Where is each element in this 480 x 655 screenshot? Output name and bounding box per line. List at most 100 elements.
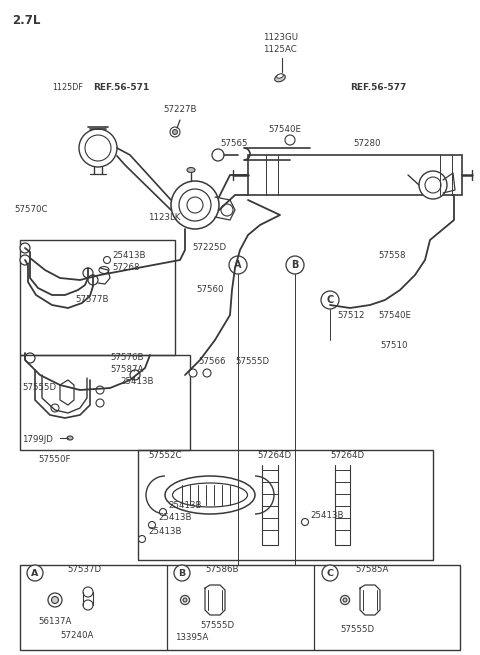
Text: 57225D: 57225D: [192, 244, 226, 252]
Text: 57537D: 57537D: [67, 565, 101, 574]
Text: 57540E: 57540E: [378, 312, 411, 320]
Circle shape: [322, 565, 338, 581]
Text: 57576B: 57576B: [110, 354, 144, 362]
Text: 57510: 57510: [380, 341, 408, 350]
Text: 57586B: 57586B: [205, 565, 239, 574]
Ellipse shape: [172, 483, 248, 507]
Text: 57555D: 57555D: [22, 383, 56, 392]
Text: B: B: [291, 260, 299, 270]
Circle shape: [172, 130, 178, 134]
Text: 25413B: 25413B: [120, 377, 154, 386]
Circle shape: [285, 135, 295, 145]
Circle shape: [340, 595, 349, 605]
Text: 57280: 57280: [353, 138, 381, 147]
Circle shape: [189, 369, 197, 377]
Bar: [138, 450, 433, 560]
Circle shape: [203, 369, 211, 377]
Circle shape: [286, 256, 304, 274]
Ellipse shape: [67, 436, 73, 440]
Text: 25413B: 25413B: [168, 500, 202, 510]
Text: C: C: [326, 569, 334, 578]
Circle shape: [51, 404, 59, 412]
Circle shape: [83, 268, 93, 278]
Text: 1123GU: 1123GU: [263, 33, 298, 43]
Circle shape: [104, 257, 110, 263]
Text: 57570C: 57570C: [14, 206, 48, 214]
Text: 56137A: 56137A: [38, 618, 72, 626]
Circle shape: [20, 255, 30, 265]
Circle shape: [170, 127, 180, 137]
Circle shape: [212, 149, 224, 161]
Text: 1123LK: 1123LK: [148, 214, 180, 223]
Ellipse shape: [187, 168, 195, 172]
Ellipse shape: [165, 476, 255, 514]
Text: REF.56-577: REF.56-577: [350, 83, 407, 92]
Circle shape: [48, 593, 62, 607]
Circle shape: [25, 353, 35, 363]
Text: 57566: 57566: [198, 358, 226, 367]
Bar: [20, 240, 175, 355]
Text: 57558: 57558: [378, 250, 406, 259]
Circle shape: [343, 598, 347, 602]
Text: 57550F: 57550F: [38, 455, 71, 464]
Text: 57560: 57560: [196, 286, 224, 295]
Circle shape: [171, 181, 219, 229]
Circle shape: [130, 370, 140, 380]
Circle shape: [321, 291, 339, 309]
Text: 57577B: 57577B: [75, 295, 108, 305]
Circle shape: [83, 600, 93, 610]
Text: 57512: 57512: [337, 312, 364, 320]
Bar: [20, 565, 460, 650]
Text: 57268: 57268: [112, 263, 140, 272]
Text: 57227B: 57227B: [163, 105, 196, 115]
Circle shape: [183, 598, 187, 602]
Circle shape: [88, 275, 98, 285]
Circle shape: [229, 256, 247, 274]
Text: 57587A: 57587A: [110, 365, 144, 375]
Text: 57555D: 57555D: [200, 620, 234, 629]
Ellipse shape: [276, 74, 283, 78]
Text: 57540E: 57540E: [268, 126, 301, 134]
Circle shape: [301, 519, 309, 525]
Circle shape: [20, 243, 30, 253]
Circle shape: [85, 135, 111, 161]
Text: 25413B: 25413B: [148, 527, 181, 536]
Circle shape: [159, 508, 167, 515]
Text: 57555D: 57555D: [235, 358, 269, 367]
Text: A: A: [234, 260, 242, 270]
Text: 57565: 57565: [220, 138, 248, 147]
Circle shape: [83, 587, 93, 597]
Text: REF.56-571: REF.56-571: [93, 83, 149, 92]
Circle shape: [139, 536, 145, 542]
Circle shape: [179, 189, 211, 221]
Text: 25413B: 25413B: [158, 514, 192, 523]
Circle shape: [96, 386, 104, 394]
Circle shape: [96, 399, 104, 407]
Circle shape: [79, 129, 117, 167]
Text: 25413B: 25413B: [112, 252, 145, 261]
Text: 1125DF: 1125DF: [52, 83, 83, 92]
Text: 57585A: 57585A: [355, 565, 388, 574]
Bar: [248, 155, 462, 195]
Text: 57264D: 57264D: [257, 451, 291, 460]
Text: 57264D: 57264D: [330, 451, 364, 460]
Text: B: B: [179, 569, 186, 578]
Text: 57552C: 57552C: [148, 451, 181, 460]
Text: 13395A: 13395A: [175, 633, 208, 641]
Circle shape: [187, 197, 203, 213]
Text: A: A: [31, 569, 39, 578]
Text: 2.7L: 2.7L: [12, 14, 40, 26]
Text: 1799JD: 1799JD: [22, 436, 53, 445]
Text: 57240A: 57240A: [60, 631, 94, 641]
Circle shape: [174, 565, 190, 581]
Ellipse shape: [275, 74, 285, 82]
Circle shape: [425, 177, 441, 193]
Circle shape: [27, 565, 43, 581]
Circle shape: [51, 597, 59, 603]
Text: 1125AC: 1125AC: [263, 45, 297, 54]
Ellipse shape: [99, 267, 109, 274]
Text: 57555D: 57555D: [340, 626, 374, 635]
Bar: [20, 355, 190, 450]
Circle shape: [148, 521, 156, 529]
Circle shape: [221, 204, 233, 216]
